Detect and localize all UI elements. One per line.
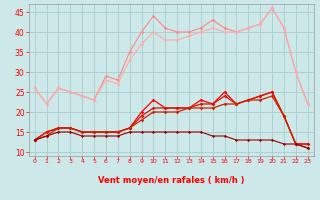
X-axis label: Vent moyen/en rafales ( km/h ): Vent moyen/en rafales ( km/h )	[98, 176, 244, 185]
